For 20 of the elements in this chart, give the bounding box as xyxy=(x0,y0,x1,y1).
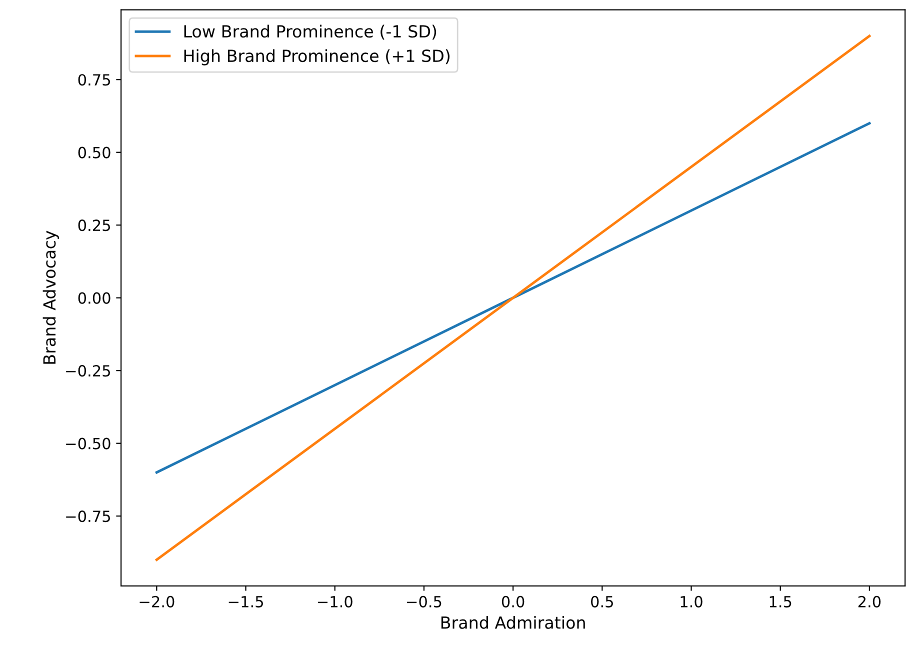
x-tick-label: −2.0 xyxy=(140,596,174,608)
x-tick-label: 1.0 xyxy=(680,596,702,608)
x-tick-label: 0.0 xyxy=(502,596,524,608)
y-tick-label: 0.25 xyxy=(78,220,110,232)
x-axis-title: Brand Admiration xyxy=(441,616,585,629)
x-tick-label: −1.0 xyxy=(318,596,352,608)
y-axis-title: Brand Advocacy xyxy=(42,230,59,364)
legend-label: Low Brand Prominence (-1 SD) xyxy=(184,24,436,40)
y-tick-label: 0.50 xyxy=(78,146,110,158)
x-tick-label: −0.5 xyxy=(407,596,442,608)
y-tick-label: −0.25 xyxy=(66,365,110,377)
legend-label: High Brand Prominence (+1 SD) xyxy=(184,49,450,66)
y-tick-label: −0.50 xyxy=(66,438,110,450)
y-tick-label: 0.75 xyxy=(78,74,110,86)
x-tick-label: −1.5 xyxy=(228,596,263,608)
x-tick-label: 0.5 xyxy=(591,596,613,608)
x-tick-label: 2.0 xyxy=(858,596,881,608)
x-tick-label: 1.5 xyxy=(770,596,792,608)
y-tick-label: 0.00 xyxy=(78,292,110,304)
y-tick-label: −0.75 xyxy=(66,510,110,522)
